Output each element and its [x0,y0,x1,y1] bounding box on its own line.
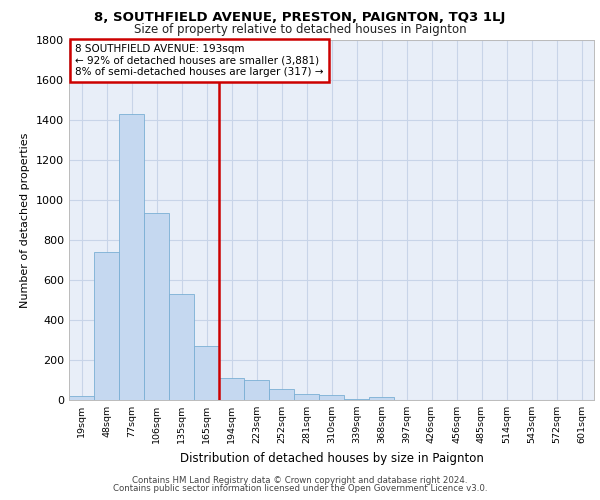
Bar [294,394,319,400]
Bar [269,389,294,400]
Text: Contains HM Land Registry data © Crown copyright and database right 2024.: Contains HM Land Registry data © Crown c… [132,476,468,485]
Bar [344,399,369,400]
Bar [119,114,144,400]
Text: 8 SOUTHFIELD AVENUE: 193sqm
← 92% of detached houses are smaller (3,881)
8% of s: 8 SOUTHFIELD AVENUE: 193sqm ← 92% of det… [75,44,324,77]
Text: Contains public sector information licensed under the Open Government Licence v3: Contains public sector information licen… [113,484,487,493]
Bar [69,396,94,400]
Bar [319,395,344,400]
Bar [244,380,269,400]
Bar [194,346,219,400]
Bar [369,397,394,400]
Bar [169,294,194,400]
Bar [94,252,119,400]
Text: 8, SOUTHFIELD AVENUE, PRESTON, PAIGNTON, TQ3 1LJ: 8, SOUTHFIELD AVENUE, PRESTON, PAIGNTON,… [94,11,506,24]
Bar [144,213,169,400]
Bar [219,378,244,400]
Text: Size of property relative to detached houses in Paignton: Size of property relative to detached ho… [134,22,466,36]
Y-axis label: Number of detached properties: Number of detached properties [20,132,31,308]
X-axis label: Distribution of detached houses by size in Paignton: Distribution of detached houses by size … [179,452,484,464]
